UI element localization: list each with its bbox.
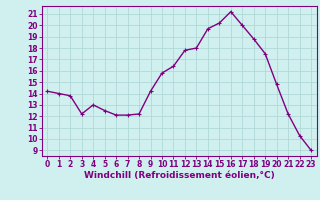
X-axis label: Windchill (Refroidissement éolien,°C): Windchill (Refroidissement éolien,°C) <box>84 171 275 180</box>
